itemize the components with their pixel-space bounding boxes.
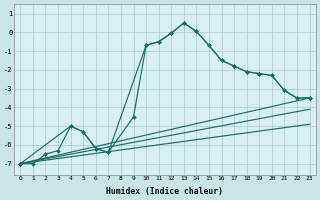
X-axis label: Humidex (Indice chaleur): Humidex (Indice chaleur)	[107, 187, 223, 196]
